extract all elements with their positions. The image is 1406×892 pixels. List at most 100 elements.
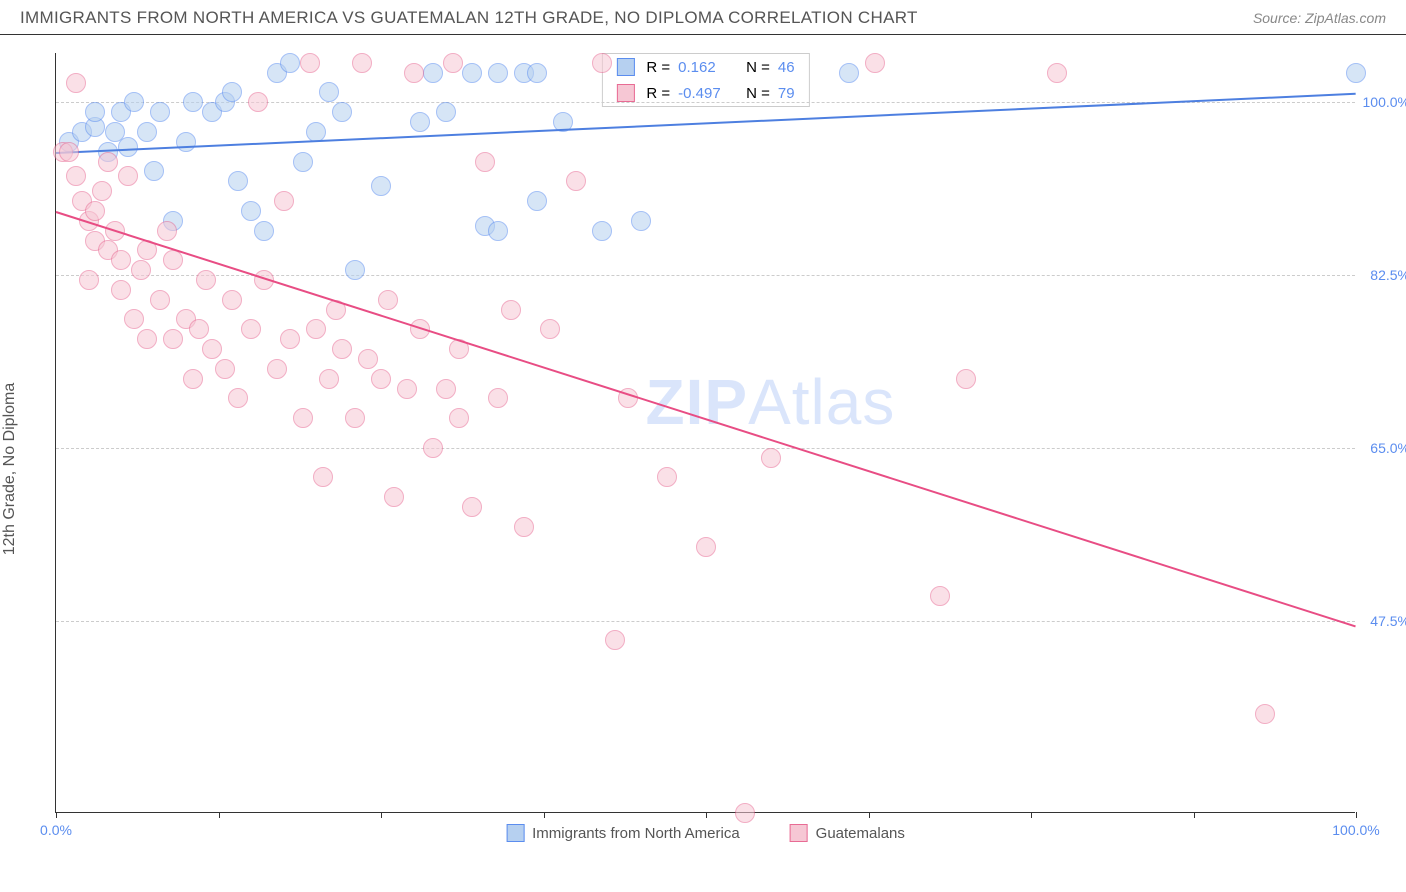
legend-n-label: N = xyxy=(746,85,770,102)
legend-item: Immigrants from North America xyxy=(506,824,740,842)
y-tick-label: 100.0% xyxy=(1363,94,1406,110)
scatter-point xyxy=(371,369,391,389)
scatter-point xyxy=(378,290,398,310)
scatter-point xyxy=(183,369,203,389)
chart-title: IMMIGRANTS FROM NORTH AMERICA VS GUATEMA… xyxy=(20,8,918,28)
trend-line xyxy=(56,211,1357,627)
scatter-point xyxy=(85,102,105,122)
scatter-point xyxy=(248,92,268,112)
scatter-point xyxy=(397,379,417,399)
scatter-point xyxy=(66,73,86,93)
y-tick-label: 65.0% xyxy=(1370,440,1406,456)
scatter-point xyxy=(137,122,157,142)
legend-r-value: 0.162 xyxy=(678,59,734,76)
legend-r-value: -0.497 xyxy=(678,85,734,102)
legend-swatch xyxy=(790,824,808,842)
scatter-point xyxy=(540,319,560,339)
x-tick-label: 0.0% xyxy=(40,822,72,838)
scatter-point xyxy=(131,260,151,280)
x-tick xyxy=(706,812,707,818)
plot-area: ZIPAtlas R =0.162N =46R =-0.497N =79 Imm… xyxy=(55,53,1355,813)
scatter-point xyxy=(488,388,508,408)
legend-label: Guatemalans xyxy=(816,825,905,842)
scatter-point xyxy=(527,191,547,211)
scatter-point xyxy=(566,171,586,191)
scatter-point xyxy=(118,166,138,186)
scatter-point xyxy=(280,329,300,349)
legend-swatch xyxy=(616,84,634,102)
scatter-point xyxy=(241,201,261,221)
scatter-point xyxy=(313,467,333,487)
scatter-point xyxy=(66,166,86,186)
scatter-point xyxy=(293,152,313,172)
scatter-point xyxy=(163,250,183,270)
scatter-point xyxy=(631,211,651,231)
x-tick-label: 100.0% xyxy=(1332,822,1379,838)
scatter-point xyxy=(358,349,378,369)
scatter-point xyxy=(150,290,170,310)
legend-n-label: N = xyxy=(746,59,770,76)
scatter-point xyxy=(274,191,294,211)
scatter-point xyxy=(79,270,99,290)
scatter-point xyxy=(319,369,339,389)
scatter-point xyxy=(488,221,508,241)
scatter-point xyxy=(183,92,203,112)
scatter-point xyxy=(85,201,105,221)
scatter-point xyxy=(761,448,781,468)
legend-correlation: R =0.162N =46R =-0.497N =79 xyxy=(601,53,809,107)
scatter-point xyxy=(514,517,534,537)
scatter-point xyxy=(228,388,248,408)
scatter-point xyxy=(215,359,235,379)
y-tick-label: 47.5% xyxy=(1370,613,1406,629)
scatter-point xyxy=(384,487,404,507)
legend-swatch xyxy=(506,824,524,842)
scatter-point xyxy=(150,102,170,122)
scatter-point xyxy=(280,53,300,73)
scatter-point xyxy=(111,280,131,300)
scatter-point xyxy=(196,270,216,290)
scatter-point xyxy=(293,408,313,428)
x-tick xyxy=(544,812,545,818)
x-tick xyxy=(1356,812,1357,818)
scatter-point xyxy=(423,63,443,83)
scatter-point xyxy=(345,260,365,280)
y-tick-label: 82.5% xyxy=(1370,267,1406,283)
y-axis-label: 12th Grade, No Diploma xyxy=(1,383,19,556)
scatter-point xyxy=(124,309,144,329)
watermark: ZIPAtlas xyxy=(646,365,896,439)
scatter-point xyxy=(332,339,352,359)
scatter-point xyxy=(228,171,248,191)
scatter-point xyxy=(352,53,372,73)
legend-row: R = 0.162 N = 46 xyxy=(602,54,808,80)
scatter-point xyxy=(410,112,430,132)
legend-r-label: R = xyxy=(646,59,670,76)
scatter-point xyxy=(839,63,859,83)
legend-swatch xyxy=(616,58,634,76)
scatter-point xyxy=(696,537,716,557)
scatter-point xyxy=(605,630,625,650)
scatter-point xyxy=(404,63,424,83)
scatter-point xyxy=(488,63,508,83)
scatter-point xyxy=(111,250,131,270)
scatter-point xyxy=(306,319,326,339)
scatter-point xyxy=(735,803,755,823)
scatter-point xyxy=(157,221,177,241)
x-tick xyxy=(1031,812,1032,818)
chart-container: 12th Grade, No Diploma ZIPAtlas R = 0.162… xyxy=(0,35,1406,885)
scatter-point xyxy=(319,82,339,102)
scatter-point xyxy=(300,53,320,73)
legend-series: Immigrants from North America Guatemalans xyxy=(506,824,905,842)
chart-header: IMMIGRANTS FROM NORTH AMERICA VS GUATEMA… xyxy=(0,0,1406,35)
scatter-point xyxy=(1346,63,1366,83)
scatter-point xyxy=(423,438,443,458)
scatter-point xyxy=(657,467,677,487)
x-tick xyxy=(219,812,220,818)
scatter-point xyxy=(371,176,391,196)
scatter-point xyxy=(1047,63,1067,83)
scatter-point xyxy=(98,152,118,172)
scatter-point xyxy=(59,142,79,162)
chart-source: Source: ZipAtlas.com xyxy=(1253,10,1386,26)
legend-n-value: 46 xyxy=(778,59,795,76)
scatter-point xyxy=(222,290,242,310)
scatter-point xyxy=(124,92,144,112)
